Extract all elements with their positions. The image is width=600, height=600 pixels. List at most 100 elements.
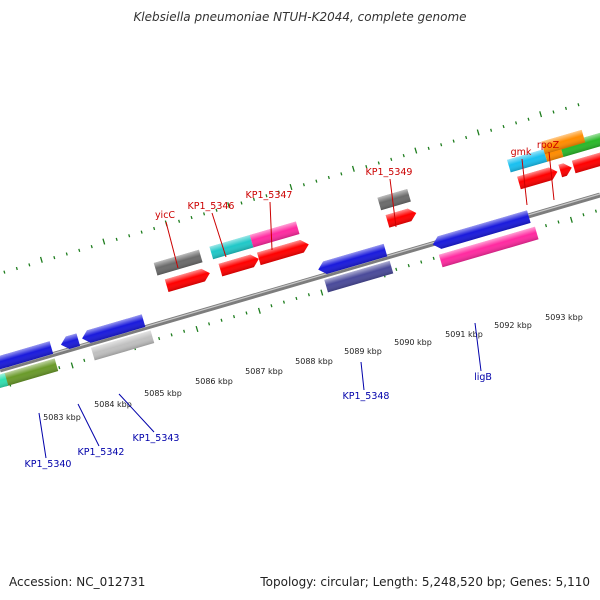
tick-mark [83, 358, 86, 362]
cds-KP1_5339 [0, 353, 10, 371]
map-title: Klebsiella pneumoniae NTUH-K2044, comple… [133, 10, 467, 24]
tick-mark [465, 135, 468, 140]
feature-shading [0, 341, 54, 368]
tick-mark [577, 103, 580, 107]
tick-mark [557, 220, 560, 224]
tick-mark [128, 234, 131, 238]
tick-mark [395, 267, 398, 271]
cds-KP1_5342 [82, 314, 146, 343]
gene-KP1_5346 [209, 234, 254, 260]
feature-shading [541, 129, 586, 155]
feature-shading [507, 149, 548, 173]
gene-KP1_5343 [91, 330, 155, 361]
callout-line [118, 393, 155, 433]
position-label: 5084 kbp [94, 400, 132, 409]
tick-mark [476, 129, 480, 136]
tick-mark [252, 197, 256, 201]
feature-shading [385, 208, 417, 228]
position-label: 5086 kbp [195, 377, 233, 386]
feature-shading [164, 268, 210, 292]
gene-label-reverse: ligB [474, 372, 492, 383]
position-label: 5083 kbp [43, 413, 81, 422]
tick-mark [39, 256, 43, 263]
tick-mark [402, 154, 405, 158]
position-label: 5089 kbp [344, 347, 382, 356]
tick-mark [140, 230, 143, 234]
tick-mark [227, 202, 231, 209]
tick-mark [539, 111, 543, 118]
feature-shading [257, 240, 309, 266]
position-label: 5091 kbp [445, 330, 483, 339]
tick-mark [564, 106, 568, 110]
tick-mark [552, 110, 555, 114]
position-label: 5092 kbp [494, 321, 532, 330]
feature-shading [377, 189, 411, 211]
tick-mark [245, 311, 248, 315]
tick-mark [340, 172, 343, 176]
tick-mark [15, 266, 18, 271]
feature-shading [60, 333, 81, 350]
tick-mark [427, 146, 430, 151]
tick-mark [327, 175, 330, 180]
feature-shading [517, 167, 558, 190]
gene-label-forward: rpoZ [537, 140, 560, 151]
gene-label-reverse: KP1_5343 [133, 433, 180, 444]
cds-KP1_5348 [318, 243, 388, 274]
tick-mark [594, 209, 597, 213]
tick-mark [208, 322, 211, 326]
tick-mark [178, 219, 181, 223]
tick-mark [315, 179, 318, 183]
tick-mark [265, 194, 268, 198]
tick-mark [65, 252, 68, 256]
gene-label-forward: KP1_5349 [366, 167, 413, 178]
feature-shading [91, 330, 155, 361]
callout-line [38, 412, 47, 459]
outer-tick-ring [3, 103, 580, 274]
tick-mark [569, 216, 573, 223]
gene-label-forward: gmk [511, 147, 532, 158]
callout-line [548, 151, 555, 201]
cds-KP1_5340 [0, 341, 54, 368]
callout-line [211, 212, 227, 258]
tick-mark [183, 329, 186, 333]
position-labels: 5083 kbp 5084 kbp 5085 kbp 5086 kbp 5087 kbp… [43, 313, 583, 422]
cds-KP1_5347 [257, 240, 309, 266]
tick-mark [203, 212, 206, 216]
gene-label-reverse: KP1_5342 [78, 447, 125, 458]
gene-yicC [153, 249, 203, 276]
tick-mark [195, 325, 199, 333]
tick-mark [170, 333, 173, 337]
tick-mark [240, 201, 243, 205]
feature-shading [0, 353, 10, 371]
gene-label-forward: yicC [155, 210, 175, 221]
tick-mark [390, 157, 393, 161]
tick-mark [452, 139, 455, 143]
gene-KP1_5340 [1, 358, 59, 387]
cds-KP1_5346 [218, 254, 259, 277]
tick-mark [515, 121, 518, 125]
feature-shading [571, 149, 600, 174]
tick-mark [440, 143, 443, 147]
tick-mark [414, 147, 418, 154]
feature-shading [209, 234, 254, 260]
tick-mark [502, 124, 505, 129]
genome-summary: Topology: circular; Length: 5,248,520 bp… [260, 575, 590, 589]
gene-label-forward: KP1_5347 [246, 190, 293, 201]
gene-label-reverse: KP1_5340 [25, 459, 72, 470]
tick-mark [257, 307, 261, 314]
callout-line [360, 361, 365, 391]
position-label: 5090 kbp [394, 338, 432, 347]
position-label: 5093 kbp [545, 313, 583, 322]
feature-shading [218, 254, 259, 277]
tick-mark [544, 224, 548, 228]
cds-yicC [164, 268, 210, 292]
tick-mark [70, 362, 74, 369]
tick-mark [277, 190, 280, 194]
tick-mark [102, 238, 106, 245]
feature-shading [249, 221, 300, 248]
tick-mark [302, 183, 305, 187]
gene-spoT [559, 131, 600, 157]
tick-mark [3, 270, 6, 274]
tick-mark [365, 164, 368, 169]
